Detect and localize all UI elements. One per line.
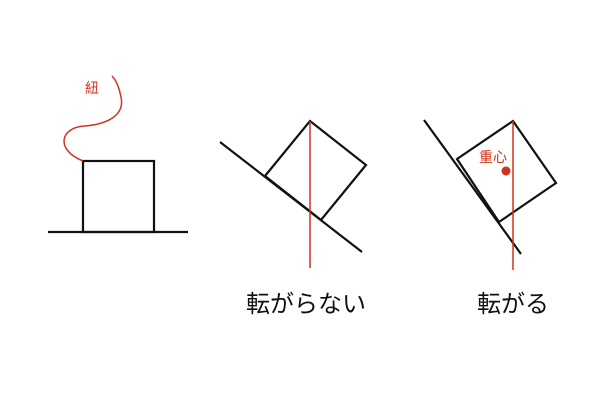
- caption-tips: 転がる: [477, 290, 549, 318]
- string-curve: [63, 75, 123, 162]
- center-of-gravity-dot: [501, 166, 511, 176]
- block-square: [81, 159, 156, 234]
- tilted-block: [455, 119, 558, 224]
- panel-stable-on-slope: 転がらない: [219, 119, 368, 318]
- caption-stable: 転がらない: [246, 290, 366, 318]
- panel-string-hang: 紐: [48, 75, 188, 234]
- steep-slope-line: [423, 119, 522, 255]
- tilted-block: [263, 119, 368, 222]
- panel-tips-over: 重心 転がる: [423, 119, 558, 318]
- center-of-gravity-label: 重心: [479, 150, 507, 166]
- string-label: 紐: [85, 81, 99, 97]
